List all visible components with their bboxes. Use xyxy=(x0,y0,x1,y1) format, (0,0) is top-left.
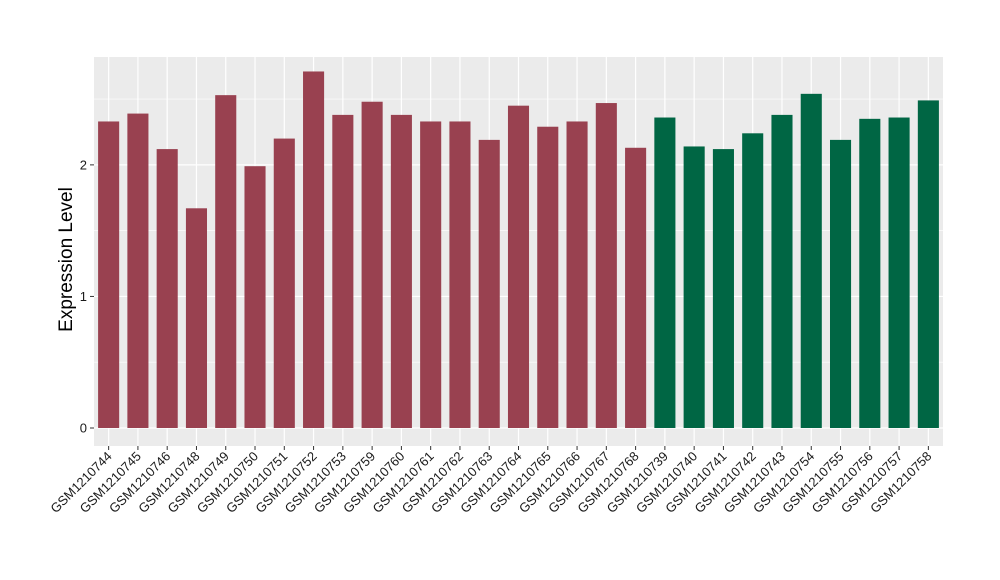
bar-GSM1210752 xyxy=(303,71,325,429)
bar-GSM1210763 xyxy=(478,139,500,428)
bar-GSM1210751 xyxy=(273,138,295,428)
bar-GSM1210768 xyxy=(625,147,647,428)
bar-GSM1210754 xyxy=(800,93,822,428)
bar-GSM1210748 xyxy=(185,208,208,428)
bar-GSM1210762 xyxy=(449,121,471,428)
bar-GSM1210761 xyxy=(420,121,442,428)
bar-GSM1210766 xyxy=(566,121,588,428)
bar-GSM1210744 xyxy=(98,121,120,428)
bar-GSM1210756 xyxy=(859,118,881,428)
bar-GSM1210767 xyxy=(595,103,617,429)
bar-GSM1210746 xyxy=(156,149,178,428)
bar-GSM1210742 xyxy=(742,133,764,428)
bar-GSM1210740 xyxy=(683,146,705,428)
bar-GSM1210753 xyxy=(332,114,354,428)
bar-GSM1210765 xyxy=(537,126,559,428)
bar-GSM1210745 xyxy=(127,113,149,428)
bar-GSM1210757 xyxy=(888,117,910,428)
bar-GSM1210755 xyxy=(829,139,852,428)
bar-GSM1210739 xyxy=(654,117,676,428)
bar-GSM1210758 xyxy=(917,100,939,429)
y-axis-title: Expression Level xyxy=(56,187,77,332)
bar-GSM1210743 xyxy=(771,114,793,428)
bar-GSM1210760 xyxy=(390,114,412,428)
y-tick-label: 0 xyxy=(80,421,87,436)
x-axis: GSM1210744GSM1210745GSM1210746GSM1210748… xyxy=(47,446,934,516)
bar-GSM1210749 xyxy=(215,95,237,429)
y-tick-label: 1 xyxy=(80,289,87,304)
y-tick-label: 2 xyxy=(80,157,87,172)
bar-GSM1210750 xyxy=(244,166,266,428)
y-axis: 0 1 2 xyxy=(80,157,94,436)
bar-GSM1210764 xyxy=(507,105,530,428)
bar-GSM1210741 xyxy=(712,149,734,428)
bar-GSM1210759 xyxy=(361,101,383,428)
bars xyxy=(98,71,939,429)
